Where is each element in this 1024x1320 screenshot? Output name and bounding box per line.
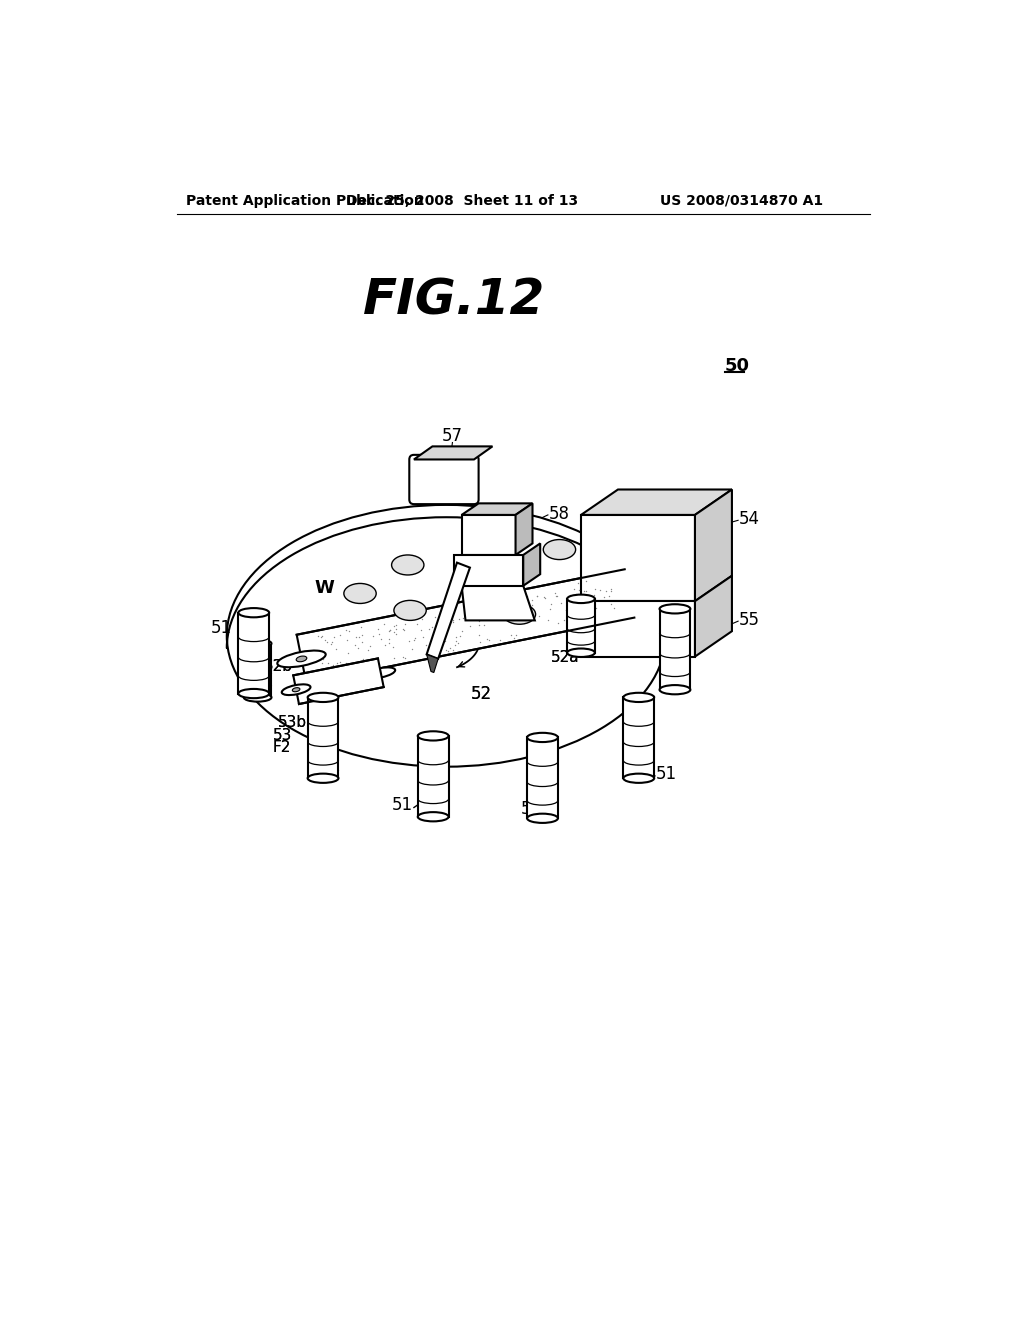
Polygon shape <box>567 599 595 653</box>
Polygon shape <box>427 655 438 673</box>
Text: A: A <box>362 635 376 655</box>
Text: FIG.12: FIG.12 <box>362 277 545 325</box>
Text: 52a: 52a <box>551 649 580 665</box>
Text: 52b: 52b <box>264 659 293 675</box>
Ellipse shape <box>527 813 558 822</box>
Text: Patent Application Publication: Patent Application Publication <box>186 194 424 207</box>
Ellipse shape <box>461 576 494 595</box>
Polygon shape <box>462 503 532 515</box>
Text: 52a: 52a <box>551 649 580 665</box>
Polygon shape <box>454 554 523 586</box>
Text: 53a: 53a <box>308 751 338 767</box>
Text: 51: 51 <box>655 766 677 783</box>
Ellipse shape <box>659 685 690 694</box>
Polygon shape <box>659 609 690 689</box>
Ellipse shape <box>624 774 654 783</box>
Text: 53b: 53b <box>278 715 307 730</box>
Ellipse shape <box>659 605 690 614</box>
Polygon shape <box>427 562 470 659</box>
Ellipse shape <box>391 554 424 576</box>
Ellipse shape <box>307 774 339 783</box>
Ellipse shape <box>394 601 426 620</box>
Text: 52: 52 <box>470 685 492 702</box>
Polygon shape <box>515 503 532 554</box>
Text: 51: 51 <box>705 619 725 638</box>
Text: 51: 51 <box>211 619 232 638</box>
Ellipse shape <box>544 540 575 560</box>
Polygon shape <box>293 659 384 704</box>
Ellipse shape <box>292 688 300 692</box>
Text: 53b: 53b <box>278 715 307 730</box>
Polygon shape <box>581 490 732 515</box>
Ellipse shape <box>307 693 339 702</box>
Polygon shape <box>297 569 634 682</box>
Ellipse shape <box>605 585 653 602</box>
Polygon shape <box>581 601 695 656</box>
Text: Dec. 25, 2008  Sheet 11 of 13: Dec. 25, 2008 Sheet 11 of 13 <box>345 194 578 207</box>
Text: F1: F1 <box>314 635 335 652</box>
Text: 53: 53 <box>272 729 292 743</box>
Text: F2: F2 <box>272 741 291 755</box>
Text: 58: 58 <box>549 506 569 523</box>
Text: 53: 53 <box>272 729 292 743</box>
Ellipse shape <box>226 504 666 767</box>
Ellipse shape <box>567 594 595 603</box>
Polygon shape <box>581 515 695 601</box>
Text: F2: F2 <box>272 741 291 755</box>
Ellipse shape <box>278 651 326 667</box>
Ellipse shape <box>503 605 536 624</box>
Ellipse shape <box>624 693 654 702</box>
Text: 52: 52 <box>470 685 492 702</box>
Ellipse shape <box>367 668 395 678</box>
Ellipse shape <box>282 684 310 696</box>
Polygon shape <box>527 738 558 818</box>
Text: 57: 57 <box>442 426 463 445</box>
Ellipse shape <box>244 639 271 648</box>
Polygon shape <box>523 544 541 586</box>
Polygon shape <box>239 612 269 693</box>
Text: 51: 51 <box>392 796 413 814</box>
Ellipse shape <box>418 731 449 741</box>
Ellipse shape <box>239 689 269 698</box>
Text: 50: 50 <box>725 358 750 375</box>
Polygon shape <box>695 490 732 601</box>
Ellipse shape <box>500 560 531 581</box>
Polygon shape <box>624 697 654 779</box>
Polygon shape <box>695 576 732 656</box>
Text: 52b: 52b <box>264 659 293 675</box>
Ellipse shape <box>244 693 271 702</box>
Ellipse shape <box>527 733 558 742</box>
Text: US 2008/0314870 A1: US 2008/0314870 A1 <box>660 194 823 207</box>
Text: W: W <box>314 579 335 597</box>
Ellipse shape <box>418 812 449 821</box>
Text: F1: F1 <box>314 635 335 652</box>
Text: 54: 54 <box>739 510 760 528</box>
Polygon shape <box>462 515 515 554</box>
Ellipse shape <box>567 648 595 657</box>
Polygon shape <box>462 586 535 620</box>
Text: 55: 55 <box>739 611 760 630</box>
Polygon shape <box>244 644 271 697</box>
Polygon shape <box>307 697 339 779</box>
Polygon shape <box>418 737 449 817</box>
Ellipse shape <box>344 583 376 603</box>
Polygon shape <box>414 446 493 459</box>
FancyBboxPatch shape <box>410 455 478 504</box>
Ellipse shape <box>296 656 307 661</box>
Ellipse shape <box>239 609 269 618</box>
Text: 56: 56 <box>481 602 502 619</box>
Text: 53a: 53a <box>308 751 338 767</box>
Text: 51: 51 <box>520 800 542 818</box>
